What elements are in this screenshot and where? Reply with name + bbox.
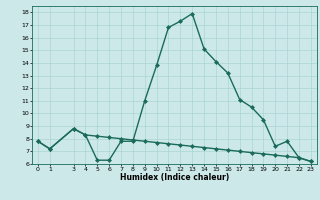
X-axis label: Humidex (Indice chaleur): Humidex (Indice chaleur) — [120, 173, 229, 182]
